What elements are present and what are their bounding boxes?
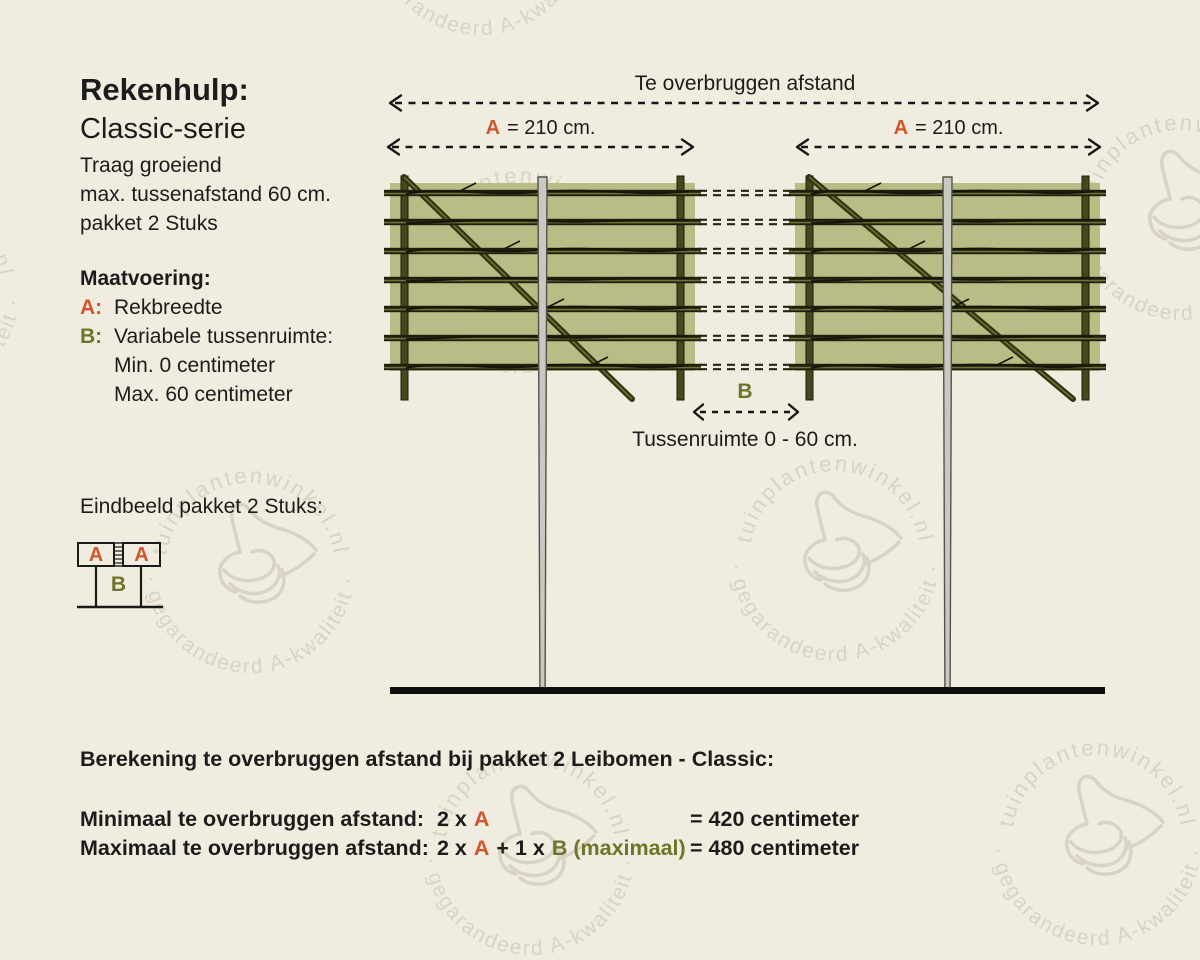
bamboo-diagonal-highlight xyxy=(403,176,633,400)
twig xyxy=(996,356,1014,366)
eindbeeld-label-b: B xyxy=(110,573,127,596)
legend-value-max: Max. 60 centimeter xyxy=(114,383,293,406)
tree-trunk xyxy=(942,176,953,691)
bamboo-diagonal-highlight xyxy=(808,176,1074,400)
series-description: Traag groeiend max. tussenafstand 60 cm.… xyxy=(80,154,331,235)
calc-row2-a: A xyxy=(473,836,490,860)
calc-row1-a: A xyxy=(473,807,490,831)
calc-row1-result: = 420 centimeter xyxy=(690,807,860,831)
left-a-key: A xyxy=(485,117,501,139)
twig xyxy=(547,298,565,308)
gap-b-label: B xyxy=(737,380,753,403)
twig xyxy=(459,182,477,192)
calc-row1-label: Minimaal te overbruggen afstand: xyxy=(80,807,425,831)
trellis-panel-left xyxy=(384,174,701,691)
eindbeeld-heading: Eindbeeld pakket 2 Stuks: xyxy=(80,495,323,518)
legend-key-a: A: xyxy=(80,296,103,319)
calculation-heading: Berekening te overbruggen afstand bij pa… xyxy=(80,747,775,771)
ground-line xyxy=(390,687,1105,694)
gap-caption: Tussenruimte 0 - 60 cm. xyxy=(632,428,858,451)
gap-b-arrow xyxy=(692,403,800,421)
maatvoering-row-a: A: Rekbreedte xyxy=(80,296,223,320)
legend-value-a: Rekbreedte xyxy=(114,296,223,319)
trellis-post xyxy=(676,175,685,401)
calc-row2-b: B (maximaal) xyxy=(551,836,686,860)
left-a-arrow xyxy=(386,138,695,156)
calc-row1-seg1: 2 x xyxy=(437,807,467,831)
calc-row2-label: Maximaal te overbruggen afstand: xyxy=(80,836,429,860)
eindbeeld-hatch-rungs xyxy=(114,546,123,564)
twig xyxy=(908,240,926,250)
twig xyxy=(864,182,882,192)
legend-value-min: Min. 0 centimeter xyxy=(114,354,276,377)
page-title: Rekenhulp: xyxy=(80,72,249,107)
maatvoering-row-max: Max. 60 centimeter xyxy=(80,383,293,407)
calc-row2-seg2: + 1 x xyxy=(496,836,545,860)
tree-trunk xyxy=(537,176,548,691)
left-a-label: A = 210 cm. xyxy=(388,117,693,140)
calc-row2-seg1: 2 x xyxy=(437,836,467,860)
series-name: Classic-serie xyxy=(80,113,246,145)
trellis-diagram xyxy=(384,174,1106,691)
maatvoering-row-min: Min. 0 centimeter xyxy=(80,354,275,378)
maatvoering-heading: Maatvoering: xyxy=(80,267,211,290)
left-a-value: = 210 cm. xyxy=(507,117,596,139)
legend-key-b: B: xyxy=(80,325,103,348)
legend-value-b: Variabele tussenruimte: xyxy=(114,325,334,348)
right-a-key: A xyxy=(893,117,909,139)
calc-row2-result: = 480 centimeter xyxy=(690,836,860,860)
twig xyxy=(952,298,970,308)
right-a-arrow xyxy=(795,138,1102,156)
maatvoering-row-b: B: Variabele tussenruimte: xyxy=(80,325,333,349)
eindbeeld-schematic xyxy=(77,542,163,609)
twig xyxy=(591,356,609,366)
right-a-value: = 210 cm. xyxy=(915,117,1004,139)
trellis-post xyxy=(1081,175,1090,401)
total-span-arrow xyxy=(388,94,1100,112)
eindbeeld-label-a1: A xyxy=(88,544,104,566)
twig xyxy=(503,240,521,250)
right-a-label: A = 210 cm. xyxy=(797,117,1100,140)
eindbeeld-label-a2: A xyxy=(134,544,149,566)
trellis-panel-right xyxy=(789,174,1106,691)
total-span-label: Te overbruggen afstand xyxy=(634,72,856,95)
